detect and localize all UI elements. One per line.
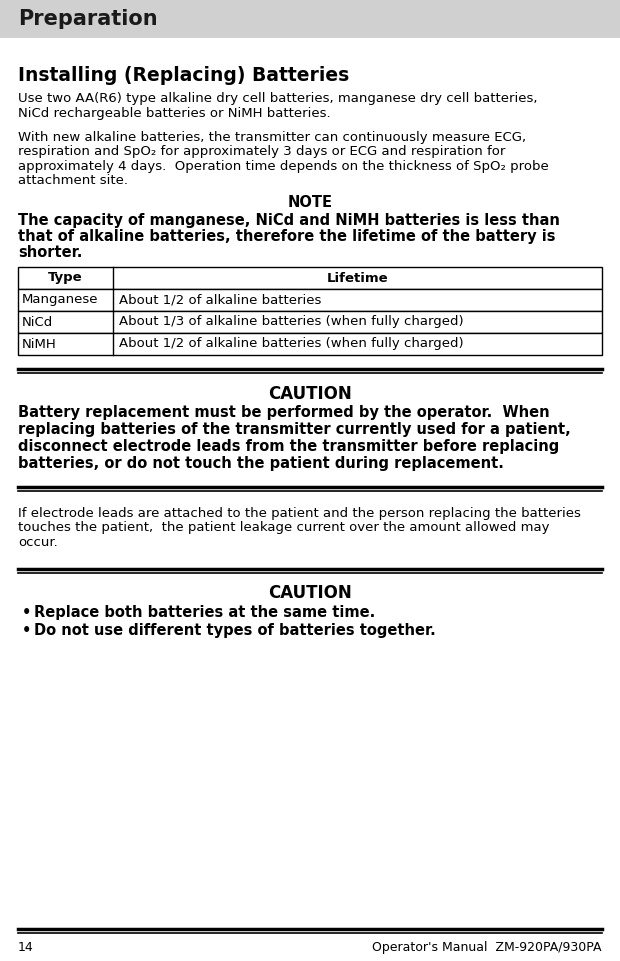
Text: Installing (Replacing) Batteries: Installing (Replacing) Batteries — [18, 66, 349, 85]
Text: 14: 14 — [18, 941, 33, 954]
Text: occur.: occur. — [18, 536, 58, 549]
Bar — [0, 0, 620, 38]
Text: respiration and SpO₂ for approximately 3 days or ECG and respiration for: respiration and SpO₂ for approximately 3… — [18, 145, 505, 159]
Text: Operator's Manual  ZM-920PA/930PA: Operator's Manual ZM-920PA/930PA — [373, 941, 602, 954]
Text: Replace both batteries at the same time.: Replace both batteries at the same time. — [34, 604, 375, 620]
Text: CAUTION: CAUTION — [268, 584, 352, 603]
Text: Type: Type — [48, 272, 83, 284]
Bar — [18, 267, 602, 289]
Text: Do not use different types of batteries together.: Do not use different types of batteries … — [34, 623, 436, 637]
Bar — [18, 311, 602, 333]
Text: About 1/3 of alkaline batteries (when fully charged): About 1/3 of alkaline batteries (when fu… — [119, 315, 464, 329]
Text: batteries, or do not touch the patient during replacement.: batteries, or do not touch the patient d… — [18, 456, 504, 471]
Text: Battery replacement must be performed by the operator.  When: Battery replacement must be performed by… — [18, 405, 549, 420]
Bar — [18, 333, 602, 355]
Text: NiCd: NiCd — [22, 315, 53, 329]
Text: replacing batteries of the transmitter currently used for a patient,: replacing batteries of the transmitter c… — [18, 422, 571, 437]
Text: Use two AA(R6) type alkaline dry cell batteries, manganese dry cell batteries,: Use two AA(R6) type alkaline dry cell ba… — [18, 92, 538, 105]
Text: attachment site.: attachment site. — [18, 175, 128, 187]
Text: About 1/2 of alkaline batteries (when fully charged): About 1/2 of alkaline batteries (when fu… — [119, 337, 464, 351]
Text: that of alkaline batteries, therefore the lifetime of the battery is: that of alkaline batteries, therefore th… — [18, 229, 556, 244]
Text: •: • — [22, 604, 32, 620]
Text: The capacity of manganese, NiCd and NiMH batteries is less than: The capacity of manganese, NiCd and NiMH… — [18, 213, 560, 228]
Text: NiMH: NiMH — [22, 337, 57, 351]
Text: If electrode leads are attached to the patient and the person replacing the batt: If electrode leads are attached to the p… — [18, 507, 581, 520]
Text: CAUTION: CAUTION — [268, 385, 352, 403]
Text: disconnect electrode leads from the transmitter before replacing: disconnect electrode leads from the tran… — [18, 439, 559, 454]
Text: Manganese: Manganese — [22, 293, 99, 307]
Text: With new alkaline batteries, the transmitter can continuously measure ECG,: With new alkaline batteries, the transmi… — [18, 131, 526, 144]
Text: touches the patient,  the patient leakage current over the amount allowed may: touches the patient, the patient leakage… — [18, 522, 549, 534]
Text: NiCd rechargeable batteries or NiMH batteries.: NiCd rechargeable batteries or NiMH batt… — [18, 107, 330, 119]
Text: •: • — [22, 623, 32, 637]
Text: approximately 4 days.  Operation time depends on the thickness of SpO₂ probe: approximately 4 days. Operation time dep… — [18, 160, 549, 173]
Bar — [18, 289, 602, 311]
Text: Lifetime: Lifetime — [327, 272, 388, 284]
Text: About 1/2 of alkaline batteries: About 1/2 of alkaline batteries — [119, 293, 321, 307]
Text: NOTE: NOTE — [288, 195, 332, 210]
Text: shorter.: shorter. — [18, 245, 82, 260]
Text: Preparation: Preparation — [18, 9, 157, 29]
